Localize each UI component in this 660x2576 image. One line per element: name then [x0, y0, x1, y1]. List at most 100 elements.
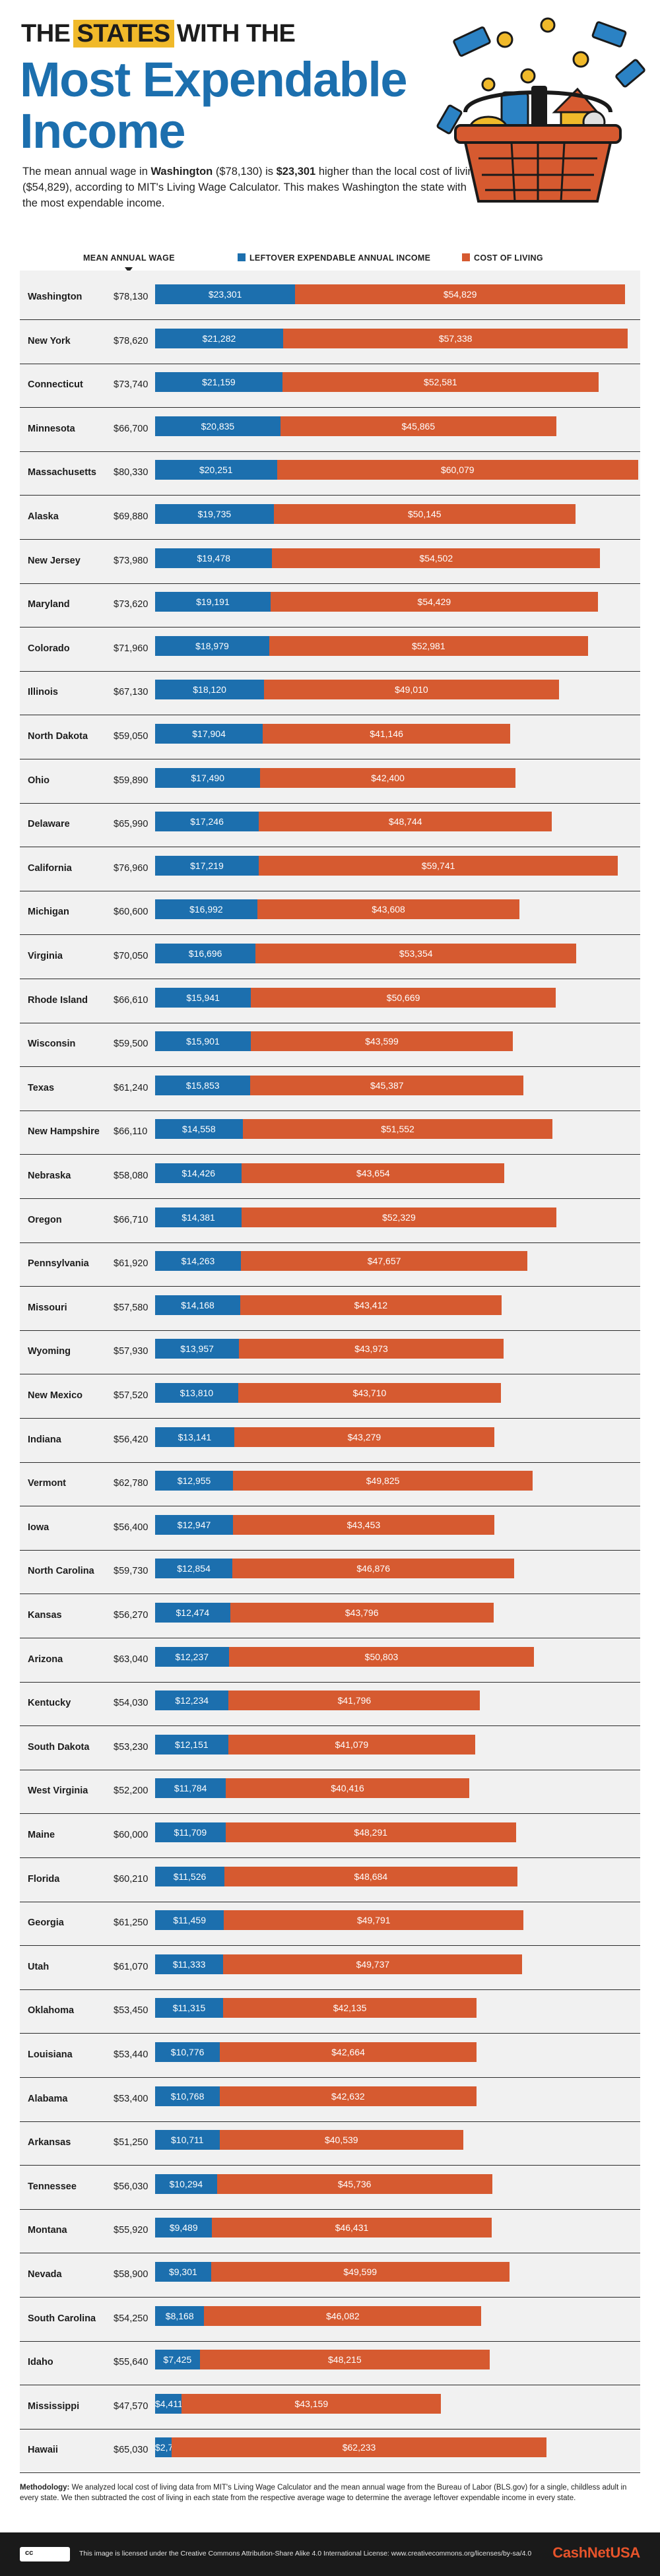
cost-bar-label: $43,453 — [346, 1519, 381, 1530]
state-label: Nevada — [28, 2269, 62, 2280]
row-divider — [20, 1286, 640, 1287]
state-label: Maryland — [28, 599, 70, 610]
state-label: California — [28, 862, 72, 874]
cost-bar: $40,539 — [219, 2130, 463, 2150]
income-bar-label: $9,301 — [168, 2267, 197, 2277]
table-row: New Jersey $73,980 $19,478 $54,502 — [20, 540, 640, 584]
wage-label: $65,030 — [114, 2445, 148, 2456]
legend-cost: COST OF LIVING — [462, 253, 543, 263]
income-bar-label: $20,835 — [201, 420, 235, 432]
wage-label: $73,620 — [114, 599, 148, 610]
state-label: Rhode Island — [28, 994, 88, 1006]
income-bar: $14,168 — [155, 1295, 241, 1315]
cost-bar-label: $40,416 — [331, 1783, 364, 1794]
state-label: Georgia — [28, 1917, 64, 1929]
income-bar-label: $17,246 — [190, 816, 224, 827]
table-row: Missouri $57,580 $14,168 $43,412 — [20, 1287, 640, 1331]
subtitle-part-1: The mean annual wage in — [22, 166, 151, 177]
income-bar-label: $23,301 — [208, 289, 242, 300]
state-label: Hawaii — [28, 2445, 58, 2456]
cost-bar: $49,737 — [223, 1954, 523, 1974]
cost-bar-label: $43,159 — [294, 2398, 329, 2409]
cost-bar-label: $43,608 — [372, 904, 405, 915]
brand-name: CashNet — [552, 2544, 610, 2561]
income-bar: $11,784 — [155, 1778, 226, 1799]
cost-bar-label: $41,796 — [337, 1695, 372, 1706]
row-divider — [20, 1857, 640, 1858]
cost-bar: $43,973 — [239, 1339, 504, 1359]
wage-label: $61,250 — [114, 1917, 148, 1929]
state-label: Utah — [28, 1961, 50, 1972]
cost-bar: $43,412 — [240, 1295, 502, 1315]
wage-label: $53,450 — [114, 2005, 148, 2016]
chart-legend: MEAN ANNUAL WAGE LEFTOVER EXPENDABLE ANN… — [0, 251, 660, 267]
cost-bar: $42,664 — [220, 2042, 477, 2062]
wage-label: $54,250 — [114, 2313, 148, 2324]
table-row: Utah $61,070 $11,333 $49,737 — [20, 1946, 640, 1990]
wage-label: $55,920 — [114, 2225, 148, 2236]
income-bar: $14,426 — [155, 1163, 242, 1183]
income-bar-label: $12,474 — [176, 1607, 210, 1618]
state-label: New Jersey — [28, 555, 81, 566]
cost-bar: $46,082 — [204, 2305, 482, 2326]
legend-income-swatch — [238, 253, 246, 261]
wage-label: $51,250 — [114, 2137, 148, 2148]
cost-bar-label: $50,145 — [407, 509, 442, 519]
table-row: Arkansas $51,250 $10,711 $40,539 — [20, 2121, 640, 2166]
row-divider — [20, 407, 640, 408]
table-row: Oregon $66,710 $14,381 $52,329 — [20, 1199, 640, 1243]
income-bar-label: $15,941 — [186, 992, 220, 1003]
state-label: Oregon — [28, 1214, 62, 1225]
state-label: Connecticut — [28, 379, 83, 391]
row-divider — [20, 1725, 640, 1727]
title-kicker: THE STATES WITH THE — [21, 20, 296, 48]
wage-label: $61,920 — [114, 1258, 148, 1270]
table-row: Minnesota $66,700 $20,835 $45,865 — [20, 408, 640, 452]
income-bar: $14,263 — [155, 1251, 241, 1272]
income-bar-label: $12,237 — [175, 1651, 209, 1662]
income-bar: $15,901 — [155, 1031, 251, 1052]
wage-label: $56,270 — [114, 1610, 148, 1621]
cost-bar: $48,684 — [224, 1866, 517, 1886]
state-label: Texas — [28, 1082, 55, 1093]
cost-bar-label: $52,329 — [382, 1211, 416, 1223]
cost-bar: $45,865 — [280, 416, 556, 436]
cost-bar-label: $45,736 — [337, 2178, 372, 2189]
legend-income: LEFTOVER EXPENDABLE ANNUAL INCOME — [238, 253, 430, 263]
state-label: Maine — [28, 1830, 55, 1840]
creative-commons-badge-icon: cc — [20, 2547, 70, 2561]
table-row: Maryland $73,620 $19,191 $54,429 — [20, 583, 640, 628]
income-bar: $9,301 — [155, 2262, 211, 2282]
cost-bar-label: $43,973 — [354, 1343, 388, 1355]
income-bar-label: $11,459 — [173, 1915, 206, 1926]
state-label: Delaware — [28, 819, 70, 830]
cost-bar-label: $57,338 — [438, 333, 473, 344]
cost-bar: $43,279 — [234, 1427, 495, 1447]
methodology-text: We analyzed local cost of living data fr… — [20, 2484, 627, 2502]
table-row: Delaware $65,990 $17,246 $48,744 — [20, 803, 640, 848]
income-bar: $19,478 — [155, 548, 273, 568]
wage-label: $76,960 — [114, 862, 148, 874]
wage-label: $55,640 — [114, 2357, 148, 2368]
income-bar: $4,411 — [155, 2393, 183, 2414]
wage-label: $58,080 — [114, 1171, 148, 1181]
table-row: Georgia $61,250 $11,459 $49,791 — [20, 1902, 640, 1947]
row-divider — [20, 2033, 640, 2034]
cost-bar-label: $43,279 — [347, 1431, 381, 1442]
state-label: Pennsylvania — [28, 1258, 89, 1270]
wage-label: $61,070 — [114, 1961, 148, 1972]
state-label: Wisconsin — [28, 1039, 76, 1050]
state-label: South Dakota — [28, 1741, 90, 1753]
state-label: Florida — [28, 1873, 60, 1884]
table-row: Virginia $70,050 $16,696 $53,354 — [20, 935, 640, 979]
income-bar-label: $14,558 — [182, 1124, 216, 1135]
cost-bar: $45,387 — [250, 1075, 524, 1095]
wage-label: $70,050 — [114, 951, 148, 961]
income-bar-label: $18,979 — [195, 640, 229, 651]
state-label: North Carolina — [28, 1566, 94, 1577]
cost-bar-label: $48,291 — [354, 1827, 388, 1838]
row-divider — [20, 1066, 640, 1068]
row-divider — [20, 934, 640, 936]
table-row: Vermont $62,780 $12,955 $49,825 — [20, 1462, 640, 1507]
income-bar: $7,425 — [155, 2350, 200, 2370]
